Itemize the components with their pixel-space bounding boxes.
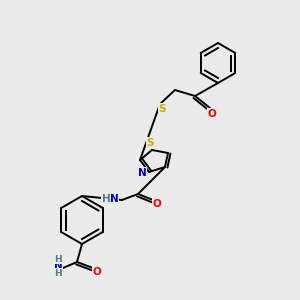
Text: H: H (102, 194, 110, 204)
Text: N: N (138, 168, 146, 178)
Text: H: H (54, 254, 62, 263)
Text: H: H (54, 268, 62, 278)
Text: O: O (208, 109, 216, 119)
Text: O: O (93, 267, 101, 277)
Text: O: O (153, 199, 161, 209)
Text: S: S (146, 138, 154, 148)
Text: S: S (158, 104, 166, 114)
Text: N: N (54, 261, 62, 271)
Text: N: N (110, 194, 118, 204)
